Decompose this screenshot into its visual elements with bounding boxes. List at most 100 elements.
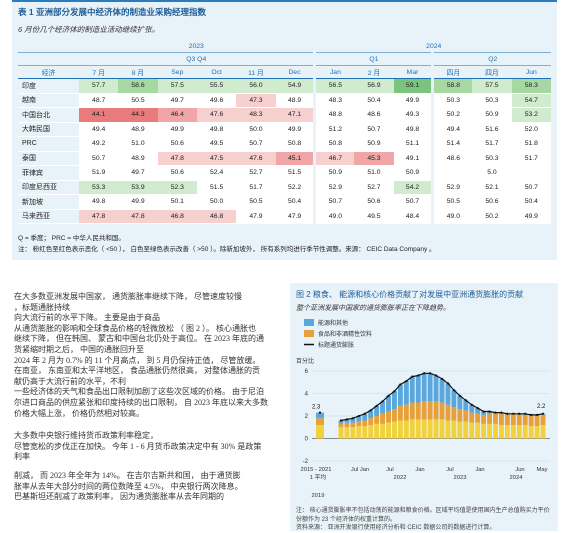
bar-segment (397, 405, 403, 421)
pmi-cell: 49.1 (393, 151, 433, 166)
pmi-cell: 48.3 (236, 107, 276, 123)
table-row: 越南 48.7 50.5 49.7 49.6 47.3 48.9 48.3 50.4 49.9 50… (18, 93, 551, 108)
text-line: 从通货膨胀的影响和全球食品价格的轻微放松 （ 图 2 ）。 核心通胀也 (14, 323, 256, 333)
bar-segment (433, 419, 439, 439)
legend-label: 标题通货膨胀 (318, 341, 354, 349)
pmi-cell: 58.3 (511, 78, 551, 94)
table-note-abbrev: Q = 季度； PRC = 中华人民共和国。 (18, 235, 125, 242)
bar-segment (386, 422, 391, 439)
headline-point (363, 412, 366, 415)
bar-segment (316, 412, 324, 419)
bar-segment (433, 375, 439, 402)
bar-segment (445, 404, 451, 421)
pmi-cell: 50.9 (472, 107, 512, 123)
month-header: 8 月 (118, 65, 158, 79)
bar-segment (350, 427, 356, 439)
bar-segment (350, 422, 356, 428)
table-row: 印度尼西亚 53.3 53.9 52.3 51.5 51.7 52.2 52.9 52.7 54.… (18, 180, 551, 195)
bar-segment (421, 401, 427, 420)
y-axis-title: 百分比 (296, 357, 314, 365)
bar-segment (493, 413, 498, 424)
table-subtitle: 6 月份几个经济体的制造业活动继续扩张。 (18, 25, 160, 34)
inflation-chart-panel: 图 2 粮食、 能源和核心价格贡献了对发展中亚洲通货膨胀的贡献 整个亚洲发展中国… (290, 283, 558, 531)
pmi-cell: 53.9 (118, 180, 158, 195)
text-line: 尔进口商品的供应紧张和印度持续的出口限制， 自 2023 年底以来大多数 (14, 397, 268, 407)
headline-point (375, 404, 378, 407)
table-row: 马来西亚 47.8 47.8 46.8 46.8 47.9 47.9 49.0 49.5 48.4… (18, 209, 551, 224)
pmi-cell: 52.7 (236, 165, 276, 181)
pmi-cell: 51.0 (354, 165, 394, 181)
text-line: 在大多数亚洲发展中国家， 通货膨胀率继续下降， 尽管速度较慢 (14, 292, 242, 301)
economy-header: 经济 (18, 65, 79, 79)
data-label: 2.3 (312, 405, 321, 411)
pmi-cell: 49.0 (431, 209, 473, 224)
pmi-cell: 47.9 (236, 209, 276, 224)
pmi-cell: 49.2 (79, 136, 119, 152)
bar-segment (368, 410, 374, 419)
bar-segment (475, 408, 481, 414)
bar-segment (457, 409, 463, 422)
economy-name: 印度尼西亚 (18, 180, 79, 195)
pmi-cell: 50.2 (472, 209, 512, 224)
legend-swatch (304, 319, 314, 326)
month-header: Jan (313, 65, 355, 79)
table-row: PRC 49.2 51.0 50.6 49.5 50.7 50.8 50.8 50.9 51.1 5… (18, 136, 551, 152)
headline-point (506, 412, 509, 415)
pmi-cell: 49.3 (393, 107, 433, 123)
text-line: 削减， 而 2023 年全年为 14%。 在吉尔吉斯共和国， 由于通货膨 (14, 470, 241, 480)
bar-segment (463, 421, 469, 439)
x-sub-label: 2022 (394, 475, 407, 481)
pmi-cell: 58.8 (431, 78, 473, 94)
pmi-cell: 50.6 (157, 165, 197, 181)
headline-point (393, 390, 396, 393)
quarter-header: Q3 Q4 (79, 52, 315, 66)
pmi-cell: 50.5 (236, 194, 276, 210)
headline-point (535, 413, 539, 416)
bar-segment (409, 419, 415, 439)
bar-segment (534, 426, 540, 439)
bar-segment (516, 413, 522, 425)
bar-segment (451, 420, 457, 439)
pmi-cell: 57.7 (79, 78, 119, 94)
headline-point (423, 372, 426, 375)
pmi-cell: 47.6 (236, 151, 276, 166)
economy-name: 大韩民国 (18, 122, 79, 137)
quarter-header: Q1 (313, 52, 433, 66)
pmi-cell: 51.0 (118, 136, 158, 152)
headline-point (429, 372, 432, 375)
economy-name: 印度 (18, 78, 79, 94)
month-header: 2 月 (354, 65, 394, 79)
pmi-cell: 50.4 (354, 93, 394, 108)
bar-segment (392, 391, 397, 410)
pmi-cell: 50.4 (275, 194, 315, 210)
pmi-cell: 46.8 (196, 209, 237, 224)
pmi-cell: 48.9 (275, 93, 315, 108)
bar-segment (439, 402, 445, 420)
month-header: Sep (157, 65, 197, 79)
pmi-cell: 54.7 (511, 93, 551, 108)
pmi-cell: 45.1 (275, 151, 315, 166)
bar-segment (504, 413, 510, 425)
pmi-cell: 49.7 (157, 93, 197, 108)
pmi-cell: 50.3 (472, 151, 512, 166)
bar-segment (433, 401, 439, 420)
pmi-cell (511, 165, 551, 181)
headline-point (440, 377, 444, 380)
bar-segment (356, 416, 362, 422)
bar-segment (469, 404, 475, 413)
text-line: 向大流行前的水平下降。 主要是由于商品 (14, 313, 160, 323)
headline-point (512, 412, 515, 415)
pmi-cell: 48.6 (354, 107, 394, 123)
bar-segment (475, 413, 481, 423)
bar-segment (510, 413, 516, 425)
chart-source: 资料来源： 亚洲开发银行使用经济分析和 CEIC 数据公司的数据进行计算。 (296, 525, 496, 531)
headline-point (399, 383, 402, 386)
pmi-cell: 50.9 (354, 136, 394, 152)
x-tick-label: Jul Jan (351, 467, 369, 473)
bar-segment (469, 422, 475, 439)
pmi-cell: 51.5 (196, 180, 237, 195)
pmi-cell: 52.9 (313, 180, 355, 195)
pmi-cell: 46.7 (313, 151, 355, 166)
bar-segment (397, 420, 403, 439)
economy-name: PRC (18, 136, 79, 152)
